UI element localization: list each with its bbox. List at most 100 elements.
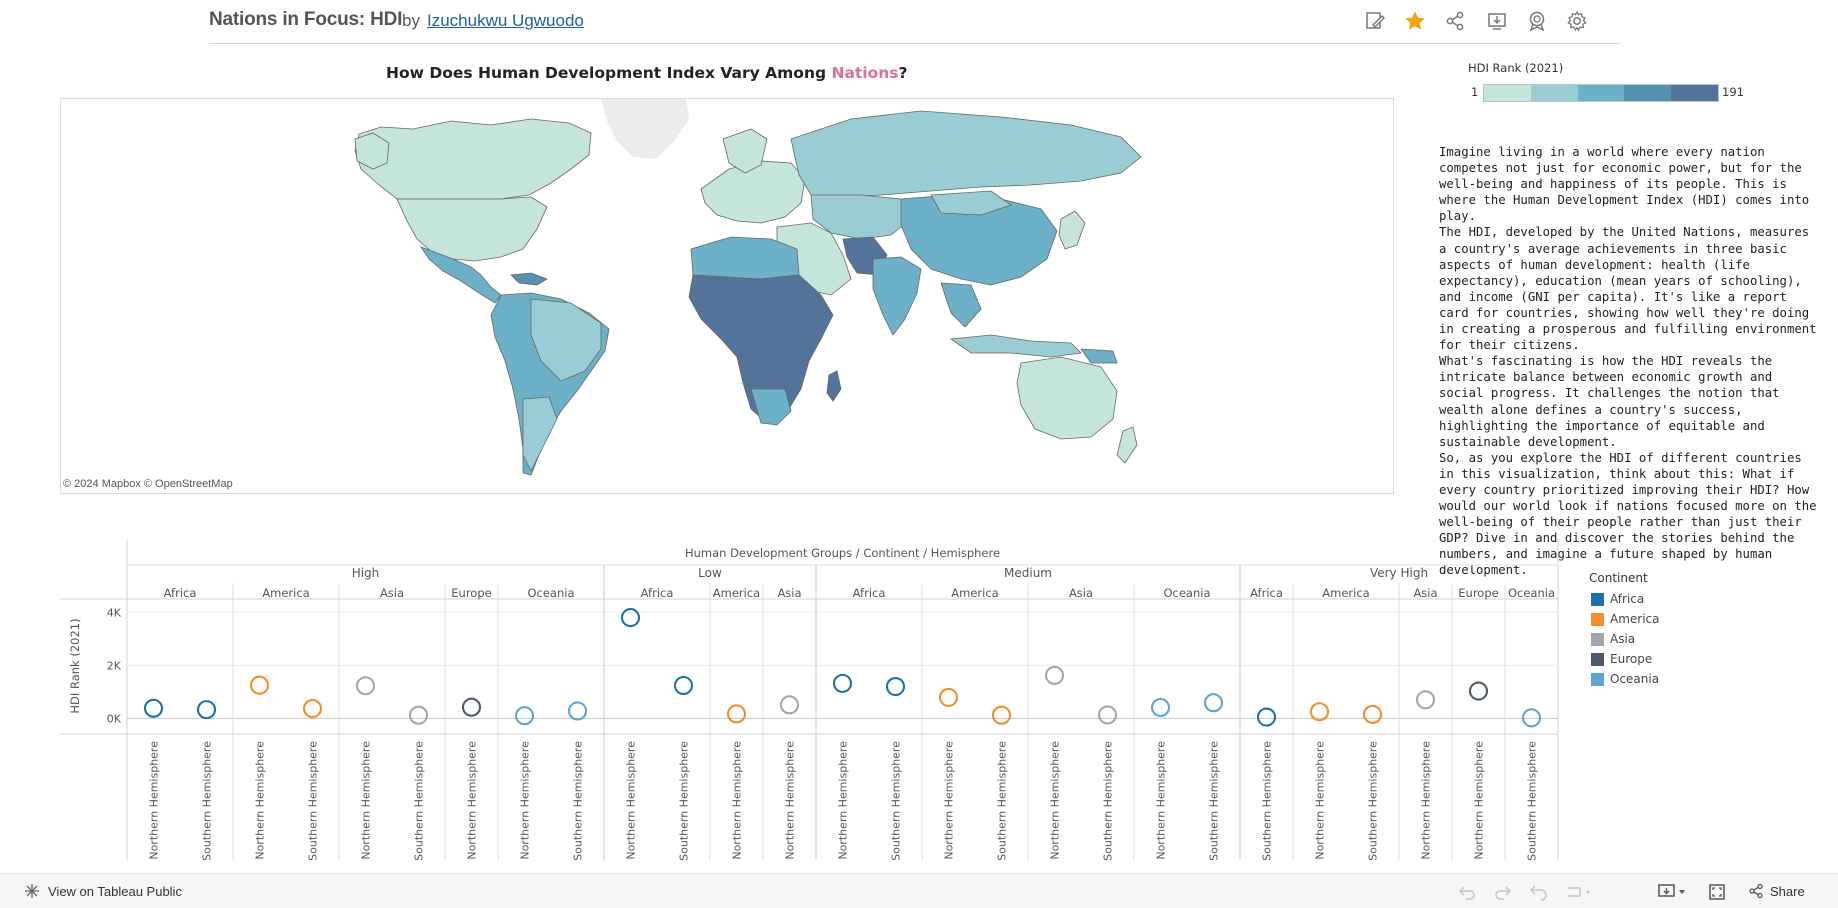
- data-point[interactable]: [461, 697, 482, 717]
- continent-header-label: America: [1322, 586, 1369, 600]
- india-region: [872, 256, 922, 336]
- description-paragraph: What's fascinating is how the HDI reveal…: [1439, 354, 1780, 449]
- data-point[interactable]: [991, 705, 1012, 725]
- mongolia-region: [930, 190, 1012, 216]
- world-map[interactable]: [60, 98, 1394, 494]
- hdi-scatter-chart[interactable]: Human Development Groups / Continent / H…: [0, 540, 1838, 860]
- data-point[interactable]: [408, 705, 429, 725]
- hemisphere-tick-label: Southern Hemisphere: [201, 741, 214, 860]
- data-point[interactable]: [1468, 681, 1489, 701]
- hemisphere-tick-label: Northern Hemisphere: [519, 741, 532, 860]
- data-point[interactable]: [779, 695, 800, 715]
- continent-legend[interactable]: Continent Africa America Asia Europe Oceania: [1589, 571, 1660, 689]
- hemisphere-tick-label: Northern Hemisphere: [943, 741, 956, 860]
- data-point[interactable]: [1362, 704, 1383, 724]
- greenland-region: [601, 99, 689, 159]
- data-point[interactable]: [249, 675, 270, 695]
- legend-swatch: [1591, 632, 1604, 646]
- footer-toolbar: View on Tableau Public Share: [0, 873, 1838, 908]
- hemisphere-tick-label: Northern Hemisphere: [360, 741, 373, 860]
- data-point[interactable]: [143, 698, 164, 718]
- favorite-star-icon[interactable]: [1404, 10, 1426, 32]
- continent-legend-item[interactable]: Europe: [1589, 649, 1660, 669]
- share-label: Share: [1770, 883, 1805, 899]
- continent-legend-title: Continent: [1589, 571, 1648, 585]
- redo-icon[interactable]: [1494, 882, 1512, 902]
- hemisphere-tick-label: Northern Hemisphere: [837, 741, 850, 860]
- hemisphere-tick-label: Northern Hemisphere: [1420, 741, 1433, 860]
- download-icon[interactable]: [1658, 882, 1688, 902]
- settings-gear-icon[interactable]: [1566, 10, 1588, 32]
- data-point[interactable]: [726, 704, 747, 724]
- y-axis-title: HDI Rank (2021): [68, 618, 82, 713]
- data-point[interactable]: [1415, 690, 1436, 710]
- continent-legend-item[interactable]: Africa: [1589, 589, 1660, 609]
- group-header-label: Medium: [1004, 566, 1052, 580]
- continent-legend-label: America: [1610, 612, 1660, 626]
- data-point[interactable]: [938, 687, 959, 707]
- data-point[interactable]: [1044, 665, 1065, 685]
- y-tick-label: 0K: [107, 712, 122, 725]
- hemisphere-tick-label: Southern Hemisphere: [1208, 741, 1221, 860]
- continent-header-label: Africa: [164, 586, 197, 600]
- chart-header-title: Human Development Groups / Continent / H…: [685, 546, 1000, 560]
- data-point[interactable]: [832, 673, 853, 693]
- central-asia-region: [810, 194, 912, 240]
- continent-legend-label: Africa: [1610, 592, 1645, 606]
- description-paragraph: So, as you explore the HDI of different …: [1439, 450, 1817, 578]
- revert-icon[interactable]: [1530, 882, 1548, 902]
- continent-header-label: Europe: [451, 586, 491, 600]
- world-map-svg[interactable]: [61, 99, 1394, 494]
- hdi-scatter-svg[interactable]: Human Development Groups / Continent / H…: [0, 540, 1580, 860]
- data-point[interactable]: [567, 701, 588, 721]
- view-on-tableau-link[interactable]: View on Tableau Public: [24, 883, 182, 899]
- group-header-label: High: [352, 566, 380, 580]
- southern-cone-region: [522, 396, 558, 472]
- refresh-icon[interactable]: [1566, 882, 1594, 902]
- continent-legend-item[interactable]: Oceania: [1589, 669, 1660, 689]
- continent-legend-item[interactable]: Asia: [1589, 629, 1660, 649]
- download-icon[interactable]: [1486, 10, 1508, 32]
- data-point[interactable]: [1256, 707, 1277, 727]
- data-point[interactable]: [885, 677, 906, 697]
- hemisphere-tick-label: Northern Hemisphere: [1473, 741, 1486, 860]
- data-point[interactable]: [1309, 702, 1330, 722]
- share-icon[interactable]: [1444, 10, 1466, 32]
- badge-icon[interactable]: [1526, 10, 1548, 32]
- author-link[interactable]: Izuchukwu Ugwuodo: [427, 11, 584, 30]
- map-title-end: ?: [898, 64, 908, 82]
- fullscreen-icon[interactable]: [1708, 882, 1726, 902]
- hemisphere-tick-label: Southern Hemisphere: [678, 741, 691, 860]
- madagascar-region: [826, 370, 842, 402]
- hemisphere-tick-label: Southern Hemisphere: [1526, 741, 1539, 860]
- data-point[interactable]: [1150, 697, 1171, 718]
- scandinavia-region: [722, 128, 768, 174]
- north-africa-region: [690, 236, 800, 282]
- continent-header-label: Oceania: [1508, 586, 1555, 600]
- hemisphere-tick-label: Northern Hemisphere: [1314, 741, 1327, 860]
- data-point[interactable]: [355, 676, 376, 696]
- ramp-segment: [1530, 85, 1578, 101]
- continent-header-label: Asia: [380, 586, 404, 600]
- undo-icon[interactable]: [1458, 882, 1476, 902]
- hdi-rank-color-ramp[interactable]: [1483, 84, 1719, 102]
- edit-icon[interactable]: [1364, 10, 1386, 32]
- data-point[interactable]: [673, 675, 694, 696]
- data-point[interactable]: [302, 699, 323, 719]
- continent-header-label: Oceania: [1163, 586, 1210, 600]
- data-point[interactable]: [620, 608, 641, 628]
- data-point[interactable]: [1203, 693, 1224, 713]
- viz-title: Nations in Focus: HDI: [209, 9, 403, 30]
- data-point[interactable]: [1521, 708, 1542, 728]
- continent-legend-label: Asia: [1610, 632, 1636, 646]
- share-button[interactable]: Share: [1748, 883, 1805, 899]
- continent-legend-item[interactable]: America: [1589, 609, 1660, 629]
- continent-header-label: Africa: [853, 586, 886, 600]
- byline-by: by: [402, 11, 420, 30]
- data-point[interactable]: [514, 706, 535, 726]
- continent-header-label: Oceania: [527, 586, 574, 600]
- data-point[interactable]: [196, 700, 217, 720]
- data-point[interactable]: [1097, 705, 1118, 725]
- hemisphere-tick-label: Northern Hemisphere: [784, 741, 797, 860]
- australia-region: [1016, 356, 1118, 440]
